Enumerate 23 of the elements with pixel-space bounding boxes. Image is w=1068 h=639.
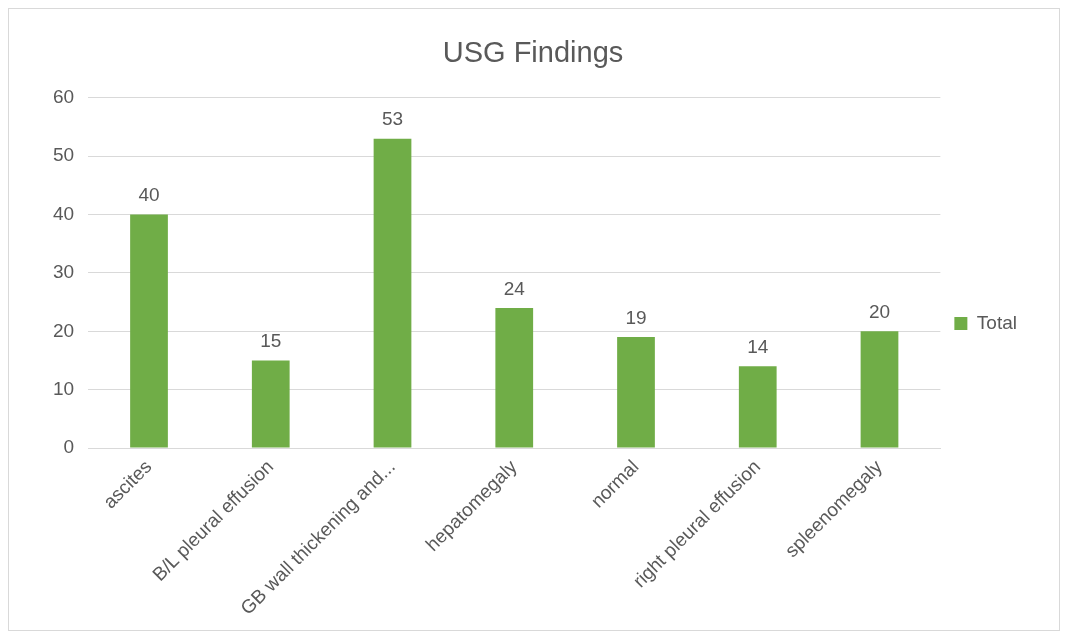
y-tick-label: 10 — [52, 377, 75, 399]
data-label: 15 — [260, 330, 282, 352]
chart-title: USG Findings — [442, 36, 624, 69]
legend-label: Total — [976, 311, 1018, 333]
y-tick-label: 20 — [52, 319, 75, 341]
data-label: 24 — [503, 277, 526, 299]
bar — [860, 331, 899, 448]
bar — [373, 138, 412, 448]
y-tick-label: 60 — [52, 86, 75, 108]
data-label: 40 — [138, 184, 160, 206]
data-label: 53 — [381, 108, 404, 130]
bar — [495, 307, 534, 448]
bar — [738, 366, 777, 448]
data-label: 19 — [625, 306, 647, 328]
bar — [617, 337, 655, 448]
y-tick-label: 40 — [52, 202, 75, 224]
y-tick-label: 50 — [52, 144, 75, 166]
y-tick-label: 0 — [63, 436, 75, 458]
data-label: 20 — [868, 301, 891, 323]
data-label: 14 — [747, 336, 769, 358]
bar — [130, 214, 168, 448]
y-tick-label: 30 — [52, 261, 75, 283]
bar — [251, 360, 290, 448]
